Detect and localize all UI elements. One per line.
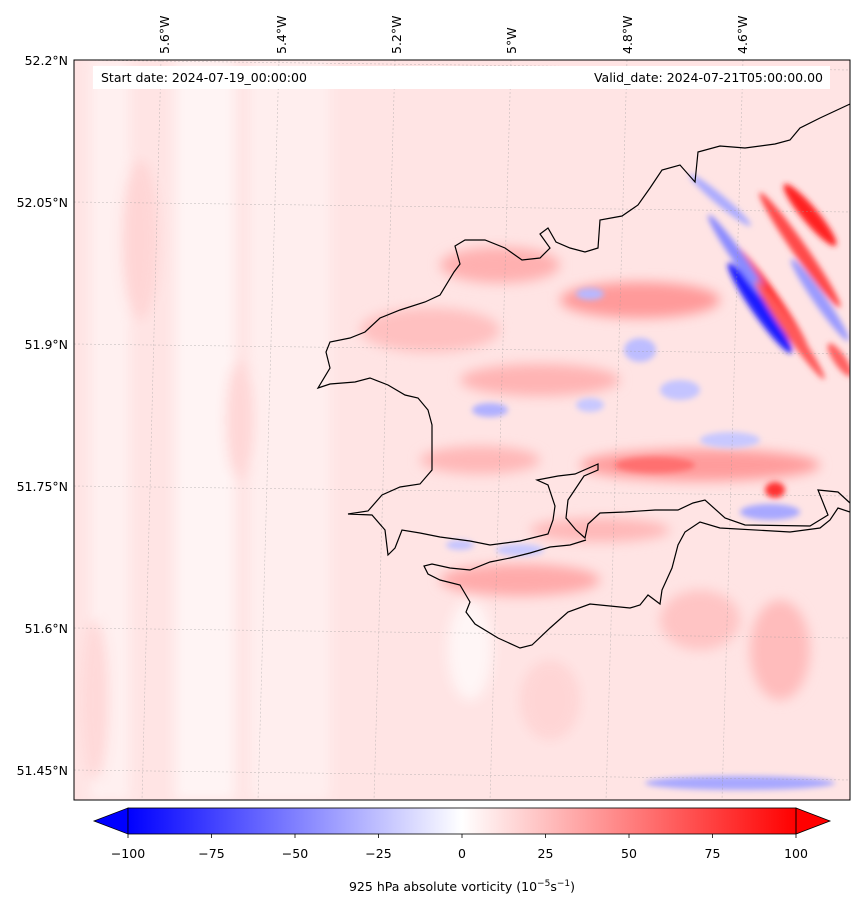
lat-label: 51.6°N	[25, 621, 68, 636]
colorbar-tick-label: −50	[282, 846, 308, 861]
latitude-labels: 52.2°N 52.05°N 51.9°N 51.75°N 51.6°N 51.…	[17, 53, 68, 778]
colorbar-tick-label: 50	[621, 846, 637, 861]
lat-label: 51.75°N	[17, 479, 68, 494]
colorbar: −100 −75 −50 −25 0 25 50 75 100 925 hPa …	[92, 807, 832, 894]
date-header-box	[93, 66, 830, 89]
colorbar-min-extend	[92, 807, 129, 835]
graticule	[74, 60, 850, 800]
lon-label: 4.8°W	[620, 16, 635, 55]
lon-label: 5°W	[504, 27, 519, 54]
lat-label: 51.9°N	[25, 337, 68, 352]
colorbar-tick-label: −75	[198, 846, 224, 861]
colorbar-tick-label: 25	[538, 846, 554, 861]
lon-label: 4.6°W	[735, 16, 750, 55]
valid-date-label: Valid_date: 2024-07-21T05:00:00.00	[594, 70, 823, 85]
colorbar-ticks	[127, 834, 797, 838]
colorbar-tick-label: 75	[705, 846, 721, 861]
colorbar-tick-label: 100	[784, 846, 808, 861]
lon-label: 5.6°W	[157, 16, 172, 55]
longitude-labels: 5.6°W 5.4°W 5.2°W 5°W 4.8°W 4.6°W	[157, 16, 750, 55]
colorbar-tick-label: −25	[365, 846, 391, 861]
colorbar-tick-label: 0	[458, 846, 466, 861]
vorticity-field	[74, 60, 850, 800]
colorbar-tick-label: −100	[111, 846, 145, 861]
colorbar-max-extend	[795, 807, 832, 835]
lat-label: 51.45°N	[17, 763, 68, 778]
colorbar-label: 925 hPa absolute vorticity (10−5s−1)	[349, 879, 575, 894]
coastline	[316, 103, 850, 649]
lon-label: 5.2°W	[389, 16, 404, 55]
lat-label: 52.2°N	[25, 53, 68, 68]
start-date-label: Start date: 2024-07-19_00:00:00	[101, 70, 307, 85]
lat-label: 52.05°N	[17, 195, 68, 210]
lon-label: 5.4°W	[274, 16, 289, 55]
colorbar-gradient	[128, 808, 796, 834]
map-frame	[73, 59, 851, 801]
